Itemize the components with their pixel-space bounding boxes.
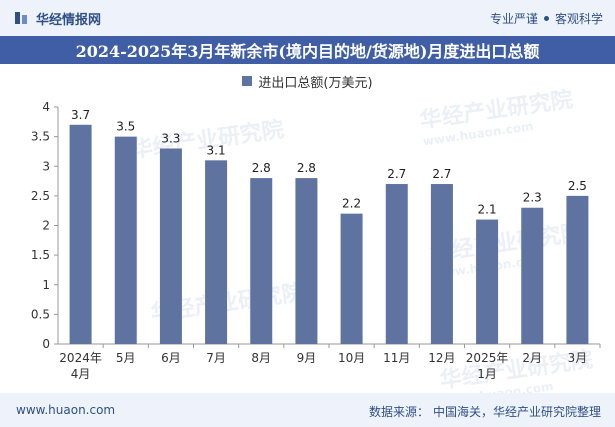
x-tick-label-line: 5月	[116, 351, 136, 365]
y-tick-label: 3	[42, 159, 50, 173]
data-label: 3.1	[207, 143, 226, 157]
y-tick-label: 4	[42, 100, 50, 114]
x-tick-label: 12月	[428, 351, 455, 365]
data-label: 2.1	[478, 203, 497, 217]
y-tick-label: 2	[42, 219, 50, 233]
y-tick-label: 0	[42, 337, 50, 351]
bar	[250, 178, 273, 344]
footer-bar: www.huaon.com 数据来源： 中国海关，华经产业研究院整理	[0, 393, 615, 427]
x-tick-label: 7月	[206, 351, 226, 365]
data-label: 2.7	[432, 167, 451, 181]
y-tick-label: 2.5	[31, 189, 50, 203]
legend-label: 进出口总额(万美元)	[258, 75, 373, 91]
footer-source: 数据来源： 中国海关，华经产业研究院整理	[369, 403, 601, 420]
bar	[295, 178, 318, 344]
y-tick-label: 3.5	[31, 130, 50, 144]
chart-legend: 进出口总额(万美元)	[0, 72, 615, 91]
data-label: 2.7	[387, 167, 406, 181]
y-tick-label: 1	[42, 278, 50, 292]
header-bar: 华经情报网 专业严谨 客观科学	[0, 0, 615, 36]
x-tick-label-line: 8月	[251, 351, 271, 365]
bar	[476, 219, 499, 344]
bar-chart: 0 0.5 1 1.5 2 2.5 3 3.5 4 3.7 2024年 4月 3.5 5月 3.3 6月 3.1…	[31, 100, 601, 381]
slogan: 专业严谨 客观科学	[490, 10, 603, 27]
footer-url[interactable]: www.huaon.com	[16, 403, 116, 417]
data-label: 2.5	[568, 179, 587, 193]
bar	[521, 207, 544, 344]
x-tick-label-line: 6月	[161, 351, 181, 365]
y-tick-label: 1.5	[31, 248, 50, 262]
x-tick-label-line: 4月	[71, 367, 91, 381]
bar	[430, 184, 453, 344]
brand-name: 华经情报网	[36, 12, 102, 28]
x-tick-label: 3月	[568, 351, 588, 365]
x-tick-label-line: 3月	[568, 351, 588, 365]
x-tick-label-line: 7月	[206, 351, 226, 365]
x-tick-label: 10月	[338, 351, 365, 365]
slogan-dot-icon	[543, 16, 549, 21]
bar	[114, 136, 137, 344]
source-value: 中国海关，华经产业研究院整理	[432, 405, 601, 419]
x-tick-label: 11月	[383, 351, 410, 365]
bar	[205, 160, 228, 344]
chart-title: 2024-2025年3月年新余市(境内目的地/货源地)月度进出口总额	[0, 36, 615, 64]
x-tick-label: 9月	[297, 351, 317, 365]
bar	[385, 184, 408, 344]
y-tick-label: 0.5	[31, 307, 50, 321]
data-label: 3.3	[161, 131, 180, 145]
x-tick-label: 5月	[116, 351, 136, 365]
bar	[566, 195, 589, 344]
x-tick-label: 2025年 1月	[466, 351, 509, 381]
slogan-right: 客观科学	[554, 12, 603, 26]
brand-logo-icon	[15, 12, 27, 24]
data-label: 2.3	[523, 191, 542, 205]
x-tick-label-line: 11月	[383, 351, 410, 365]
x-tick-label-line: 2月	[522, 351, 542, 365]
x-tick-label: 2024年 4月	[59, 351, 102, 381]
bar	[69, 124, 92, 345]
x-tick-label-line: 9月	[297, 351, 317, 365]
x-tick-label-line: 2025年	[466, 351, 509, 365]
x-tick-label: 2月	[522, 351, 542, 365]
data-label: 2.8	[252, 161, 271, 175]
x-tick-label: 8月	[251, 351, 271, 365]
source-label: 数据来源：	[368, 405, 429, 419]
slogan-left: 专业严谨	[489, 12, 538, 26]
x-tick-label-line: 12月	[428, 351, 455, 365]
brand[interactable]: 华经情报网	[14, 9, 102, 28]
legend-swatch-icon	[242, 76, 253, 86]
bar	[159, 148, 182, 344]
x-tick-label-line: 2024年	[59, 351, 102, 365]
data-label: 3.5	[116, 120, 135, 134]
bar	[340, 213, 363, 344]
x-tick-label-line: 1月	[477, 367, 497, 381]
data-label: 2.8	[297, 161, 316, 175]
x-tick-label-line: 10月	[338, 351, 365, 365]
data-label: 3.7	[71, 108, 90, 122]
data-label: 2.2	[342, 197, 361, 211]
x-tick-label: 6月	[161, 351, 181, 365]
